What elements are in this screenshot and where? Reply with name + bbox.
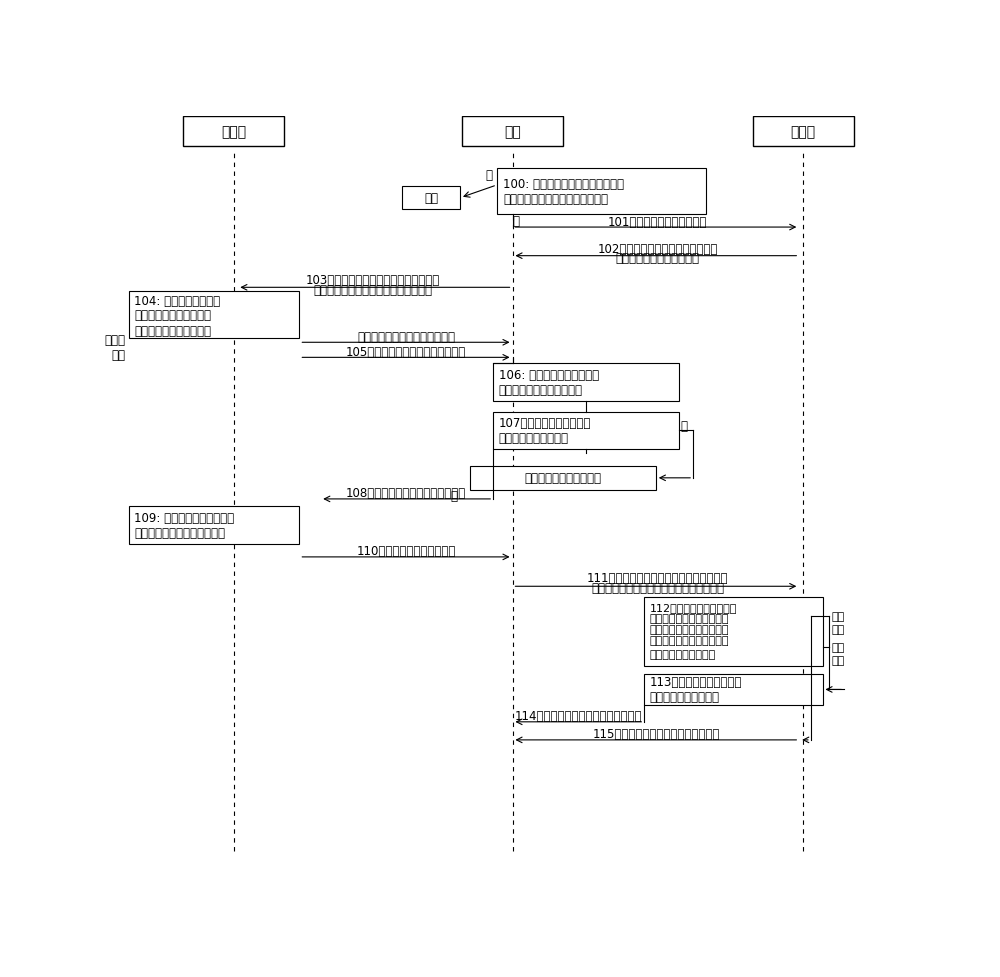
Text: 否: 否 (486, 169, 493, 182)
Text: 否: 否 (681, 420, 688, 433)
Text: 验证: 验证 (832, 611, 845, 620)
Bar (493, 364, 679, 402)
Text: 码对签名结果进行验证: 码对签名结果进行验证 (650, 650, 716, 659)
Text: 给主机返回错误提示信息，结束: 给主机返回错误提示信息，结束 (357, 330, 455, 343)
Text: 否收到用户的选择信息: 否收到用户的选择信息 (499, 432, 569, 445)
Text: 114：给主机返回验证成功信息，结束: 114：给主机返回验证成功信息，结束 (515, 709, 642, 723)
Bar (129, 507, 299, 544)
Bar (402, 188, 460, 210)
Text: 104: 接收到查询指令时: 104: 接收到查询指令时 (134, 294, 220, 308)
Text: 结束: 结束 (424, 192, 438, 205)
Text: 锁标识从中查找密码列表: 锁标识从中查找密码列表 (134, 324, 211, 337)
Text: 112：操作锁接收验证指令: 112：操作锁接收验证指令 (650, 602, 737, 612)
Text: 主机: 主机 (504, 125, 521, 140)
Bar (497, 168, 706, 215)
Bar (644, 674, 822, 705)
Text: 100: 接收到用户的触发信息时，判: 100: 接收到用户的触发信息时，判 (503, 178, 624, 191)
Text: 输出错误提示信息，结束: 输出错误提示信息，结束 (524, 472, 601, 485)
Text: 110：将签名结果发送给主机: 110：将签名结果发送给主机 (356, 545, 456, 558)
Text: 标识生成查询指令并将其发送给授权锁: 标识生成查询指令并将其发送给授权锁 (314, 283, 432, 297)
Text: 断是否有授权锁和操作锁与其连接: 断是否有授权锁和操作锁与其连接 (503, 192, 608, 206)
Text: 是: 是 (451, 489, 458, 503)
Text: 109: 接收选中的新密码并用: 109: 接收选中的新密码并用 (134, 512, 234, 525)
Text: 的新密码生成验证指令并将其发送给操作锁: 的新密码生成验证指令并将其发送给操作锁 (591, 581, 724, 594)
Text: 106: 接收密码列表并将其输: 106: 接收密码列表并将其输 (499, 368, 599, 382)
Bar (753, 117, 854, 148)
Text: 101：向操作锁发送获取指令: 101：向操作锁发送获取指令 (608, 215, 708, 229)
Text: 103：主机接收操作锁标识并根据操作锁: 103：主机接收操作锁标识并根据操作锁 (306, 274, 440, 287)
Text: 113：用选中的新密码替换: 113：用选中的新密码替换 (650, 676, 742, 689)
Text: 成功: 成功 (832, 656, 845, 665)
Text: ，根据查询指令中的操作: ，根据查询指令中的操作 (134, 309, 211, 321)
Text: 102：当接收到获取指令时将内部存: 102：当接收到获取指令时将内部存 (598, 242, 718, 255)
Bar (462, 117, 563, 148)
Text: 果和选中的新密码，使用内: 果和选中的新密码，使用内 (650, 624, 729, 634)
Text: 出，等待用户输入选择信息: 出，等待用户输入选择信息 (499, 384, 583, 397)
Text: 115：给主机返回验证失败消息，结束: 115：给主机返回验证失败消息，结束 (592, 728, 720, 741)
Text: 内部存储的私钥对其进行签名: 内部存储的私钥对其进行签名 (134, 527, 225, 539)
Text: 107：判断在预设时间内是: 107：判断在预设时间内是 (499, 417, 591, 430)
Text: 是: 是 (512, 215, 520, 228)
Text: 找到: 找到 (111, 349, 125, 361)
Text: 并对其进行解析得到签名结: 并对其进行解析得到签名结 (650, 614, 729, 623)
Text: 108：将选中的新密码发送给授权锁: 108：将选中的新密码发送给授权锁 (346, 487, 466, 500)
Text: 验证: 验证 (832, 642, 845, 652)
Text: 111：接收签名结果，根据签名结果和选中: 111：接收签名结果，根据签名结果和选中 (587, 572, 729, 584)
Text: 储的操作锁标识发送给主机: 储的操作锁标识发送给主机 (616, 252, 700, 265)
Bar (493, 412, 679, 449)
Bar (470, 466, 656, 490)
Text: 内部存储的操作锁密码: 内部存储的操作锁密码 (650, 691, 720, 703)
Bar (129, 292, 299, 338)
Text: 失败: 失败 (832, 624, 845, 634)
Text: 授权锁: 授权锁 (221, 125, 246, 140)
Bar (183, 117, 284, 148)
Text: 操作锁: 操作锁 (791, 125, 816, 140)
Bar (644, 597, 822, 666)
Text: 部存储的公钥和选中的新密: 部存储的公钥和选中的新密 (650, 636, 729, 646)
Text: 105：将找到的密码列表发送给主机: 105：将找到的密码列表发送给主机 (346, 346, 466, 359)
Text: 未找到: 未找到 (104, 333, 125, 347)
